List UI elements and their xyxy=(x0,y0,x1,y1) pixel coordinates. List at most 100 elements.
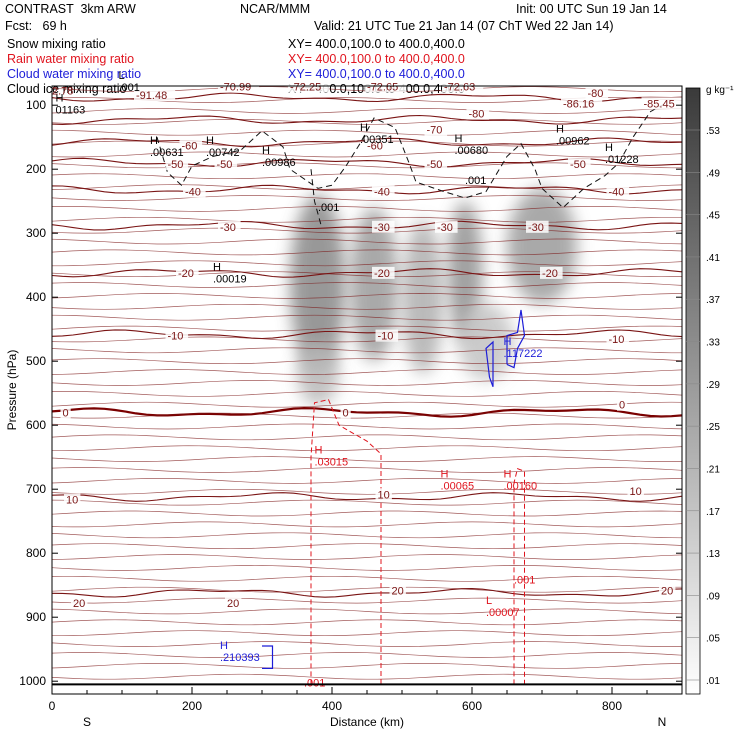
contour-label-bg xyxy=(659,584,676,597)
extremum-mark-4: H xyxy=(206,135,214,147)
isotherm-minor xyxy=(52,314,682,321)
contour-label-bg xyxy=(340,406,351,419)
y-axis-label: Pressure (hPa) xyxy=(5,350,19,431)
isotherm-minor xyxy=(52,488,682,495)
extremum-mark-14: H xyxy=(315,445,323,457)
isotherm-minor xyxy=(52,586,682,593)
x-end-label-right: N xyxy=(658,715,667,729)
extremum-value-0: 01163 xyxy=(56,105,86,117)
contour-label-bg xyxy=(568,158,591,171)
extremum-value-12: .00019 xyxy=(213,274,247,286)
extremum-value-14: .03015 xyxy=(315,457,349,469)
x-end-label-left: S xyxy=(83,715,91,729)
contour-labels: -91.48 -70.99 -72.25 -72.65 -72.63 -86.16 -85.… xyxy=(60,80,683,610)
extremum-mark-2: L xyxy=(119,70,125,82)
isotherm-minor xyxy=(52,673,682,680)
isotherm-minor xyxy=(52,478,682,484)
x-tick-label-800: 800 xyxy=(602,699,622,713)
isotherm-minor xyxy=(52,184,682,190)
isotherm-minor xyxy=(52,543,682,550)
contour-label-1: -70.99 xyxy=(220,82,251,94)
isotherm-minor xyxy=(52,282,682,288)
contour-label-0: -91.48 xyxy=(136,90,167,102)
extremum-value-13: .117222 xyxy=(504,348,543,360)
contour-label-23: -20 xyxy=(178,268,194,280)
contour-label-13: -50 xyxy=(217,159,233,171)
contour-label-bg xyxy=(165,158,189,171)
field-xy-rain: XY= 400.0,100.0 to 400.0,400.0 xyxy=(288,52,465,66)
contour-label-bg xyxy=(375,488,392,501)
isotherm-minor xyxy=(52,347,682,354)
isotherm-minor xyxy=(52,108,682,114)
contour-label-35: 20 xyxy=(73,598,85,610)
rain-contour-0 xyxy=(310,399,382,685)
extremum-value-5: .00986 xyxy=(262,157,296,169)
isotherm-minor xyxy=(52,260,682,267)
colorbar-ramp xyxy=(685,87,701,695)
isotherm-minor xyxy=(52,380,682,386)
cloud-ice-contours xyxy=(156,101,669,227)
contour-label-7: -80 xyxy=(588,88,604,100)
contour-label-bg xyxy=(365,80,407,93)
isotherm-minor xyxy=(52,641,682,647)
contour-label-25: -20 xyxy=(542,268,558,280)
contour-label-37: 20 xyxy=(392,585,404,597)
colorbar-label-10: .13 xyxy=(706,549,720,560)
isotherm-minor xyxy=(52,336,682,343)
contour-label-bg xyxy=(64,493,81,506)
contour-label-14: -50 xyxy=(427,159,443,171)
isotherm-minor xyxy=(52,532,682,539)
contour-label-bg xyxy=(60,406,71,419)
extremum-value-10: .001 xyxy=(465,175,486,187)
snow-blob-6 xyxy=(297,342,339,406)
extremum-value-3: .00631 xyxy=(150,147,184,159)
isotherm-minor xyxy=(52,467,682,473)
contour-label-bg xyxy=(424,123,448,136)
extremum-value-18: .00007 xyxy=(486,607,520,619)
isotherm-20 xyxy=(52,588,682,598)
y-tick-label-100: 100 xyxy=(26,98,46,112)
contour-label-bg xyxy=(526,220,549,233)
contour-label-bg xyxy=(389,584,406,597)
contour-label-bg xyxy=(606,185,630,198)
isotherm-minor xyxy=(52,325,682,332)
isotherm--30 xyxy=(52,220,682,231)
contour-label-31: 0 xyxy=(619,400,625,412)
extremum-value-17: .001 xyxy=(514,574,535,586)
contour-label-bg xyxy=(218,80,260,93)
extremum-mark-19: H xyxy=(220,640,228,652)
extremum-value-1: 2.78 xyxy=(52,85,73,97)
contour-label-5: -86.16 xyxy=(563,98,594,110)
extremum-value-6: .00351 xyxy=(360,134,394,146)
isotherm-minor xyxy=(52,619,682,626)
isotherm--70 xyxy=(52,114,682,125)
colorbar: g kg⁻¹ .53 .49 .45 .41 .37 .33 .29 .25 .21 .17 .13.… xyxy=(685,85,734,695)
contour-label-2: -72.25 xyxy=(290,82,321,94)
contour-label-19: -30 xyxy=(220,222,236,234)
colorbar-label-5: .33 xyxy=(706,338,720,349)
isotherm-minor xyxy=(52,510,682,517)
temperature-contours xyxy=(52,86,682,680)
extremum-mark-12: H xyxy=(213,262,221,274)
contour-label-bg xyxy=(375,329,399,342)
contour-label-17: -40 xyxy=(374,187,390,199)
contour-label-bg xyxy=(627,485,644,498)
extremum-mark-15: H xyxy=(441,468,449,480)
isotherm-minor xyxy=(52,271,682,278)
extremum-mark-3: H xyxy=(150,135,158,147)
contour-label-bg xyxy=(424,158,448,171)
x-tick-label-400: 400 xyxy=(322,699,342,713)
isotherm-minor xyxy=(52,195,682,201)
isotherm--20 xyxy=(52,268,682,278)
y-tick-label-700: 700 xyxy=(26,482,46,496)
isotherm-minor xyxy=(52,554,682,560)
x-tick-label-200: 200 xyxy=(182,699,202,713)
contour-label-bg xyxy=(288,80,330,93)
isotherm-minor xyxy=(52,565,682,571)
extremum-value-7: .00680 xyxy=(455,145,489,157)
isotherm-minor xyxy=(52,390,682,397)
contour-label-bg xyxy=(442,80,484,93)
contour-label-30: 0 xyxy=(343,407,349,419)
cloud-water-contour-0 xyxy=(485,340,494,388)
